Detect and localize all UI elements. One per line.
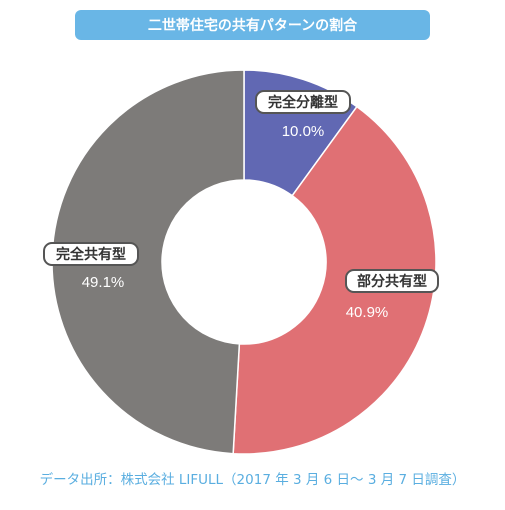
data-source-note: データ出所：株式会社 LIFULL（2017 年 3 月 6 日〜 3 月 7 … bbox=[39, 472, 466, 488]
slice-complete-sharing bbox=[51, 69, 245, 455]
slice-label-text: 完全共有型 bbox=[56, 247, 126, 263]
slice-value-complete-sharing: 49.1% bbox=[81, 274, 125, 291]
chart-title: 二世帯住宅の共有パターンの割合 bbox=[75, 10, 430, 40]
slice-label-complete-separation: 完全分離型 bbox=[255, 90, 351, 114]
slice-label-text: 完全分離型 bbox=[268, 95, 338, 111]
slice-label-partial-sharing: 部分共有型 bbox=[345, 269, 439, 293]
slice-value-partial-sharing: 40.9% bbox=[345, 304, 389, 321]
slice-label-complete-sharing: 完全共有型 bbox=[43, 242, 139, 266]
slice-partial-sharing bbox=[232, 105, 437, 455]
slice-label-text: 部分共有型 bbox=[357, 274, 427, 290]
chart-title-text: 二世帯住宅の共有パターンの割合 bbox=[147, 18, 358, 34]
slice-value-complete-separation: 10.0% bbox=[281, 123, 325, 140]
